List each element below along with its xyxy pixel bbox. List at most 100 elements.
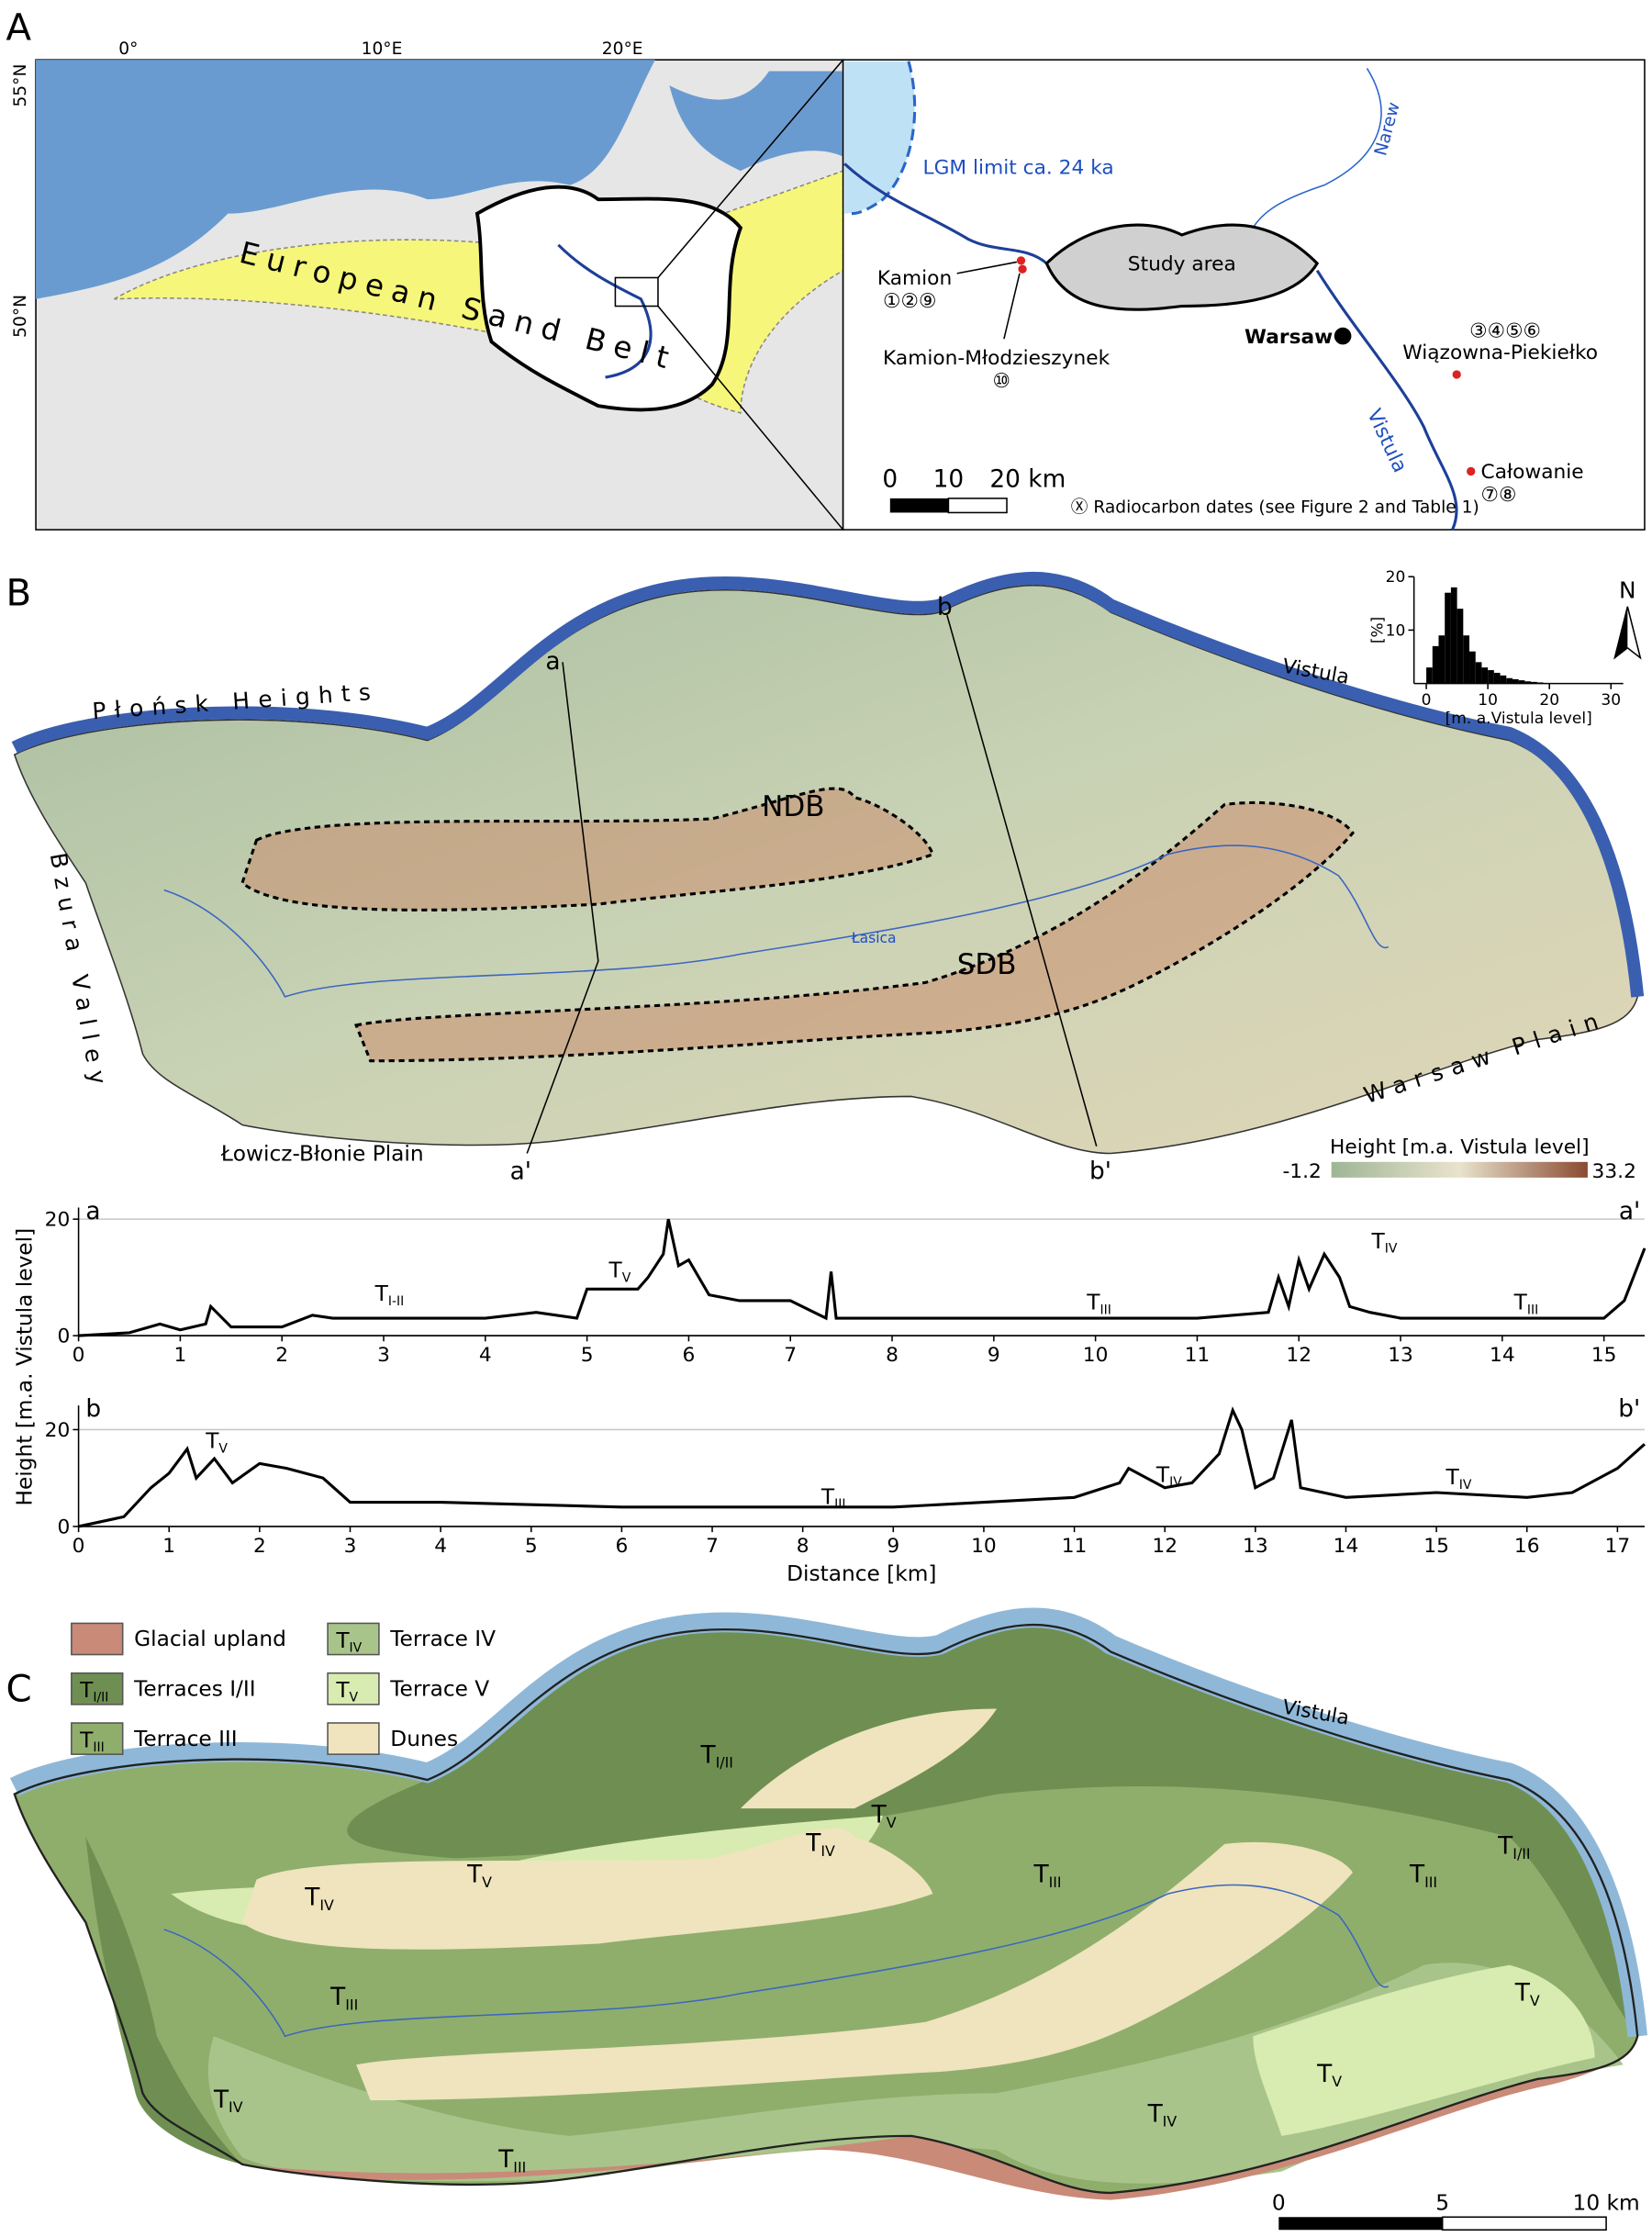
terrace-iv [207,1963,1624,2184]
terrace-v [1253,1964,1595,2136]
scale-label: 0 [882,466,898,494]
y-tick-label: 0 [57,1325,70,1348]
scale-label: 20 km [989,466,1066,494]
north-label: N [1619,577,1636,604]
label-sub: IV [1169,1475,1182,1490]
region-label: Łowicz-Błonie Plain [220,1141,424,1166]
legend-label: Terrace V [389,1677,489,1702]
label-sub: IV [319,1896,334,1914]
note: Ⓧ Radiocarbon dates (see Figure 2 and Ta… [1071,498,1479,517]
connector [657,306,844,531]
terrace-label: TV [608,1258,631,1286]
x-tick-label: 9 [988,1344,1000,1367]
section-label: b' [1089,1158,1111,1185]
lat-label: 55°N [11,64,30,107]
label-base: T [213,2086,229,2114]
x-tick-label: 11 [1185,1344,1211,1367]
vistula [557,243,653,379]
label-sub: IV [350,1640,363,1655]
site-label: Kamion-Młodzieszynek [883,347,1111,370]
bar [1493,672,1501,684]
label-sub: IV [820,1842,835,1860]
label-base: T [1032,1862,1049,1889]
x-tick-label: 0 [73,1535,85,1558]
bar [1475,662,1482,684]
legend-title: Height [m.a. Vistula level] [1330,1136,1590,1159]
study-area [1044,223,1320,311]
legend-swatch [71,1722,124,1755]
leader [956,261,1018,274]
terraces-i-ii [85,1837,242,2164]
x-tick-label: 10 [1083,1344,1109,1367]
scale-label: 0 [1272,2191,1286,2216]
site [1018,264,1027,274]
connector [657,59,844,278]
bar [1450,587,1457,684]
warsaw-dot [1334,327,1352,345]
dunes [740,1708,998,1809]
leader [1003,273,1021,340]
label-sub: I/II [716,1754,733,1772]
terrace-label: TIV [213,2086,243,2116]
label-sub: III [834,1497,845,1512]
label-base: T [608,1258,623,1283]
legend-label: Terrace III [133,1727,238,1751]
panel-label: B [6,571,31,614]
label-base: T [335,1678,350,1703]
bar [1536,682,1544,684]
river-label: Łasica [851,930,897,946]
north-arrow [1614,606,1628,658]
panel-label: A [6,6,31,49]
label-sub: V [622,1270,631,1285]
terrace-label: TIII [79,1728,105,1755]
label-base: T [699,1741,716,1769]
x-tick-label: 8 [886,1344,899,1367]
terrace-label: TIV [805,1830,835,1860]
profile-end: a' [1619,1198,1640,1225]
section-a [526,662,599,1154]
x-tick-label: 0 [73,1344,85,1367]
site [1016,256,1026,265]
label-sub: IV [229,2098,243,2116]
x-label: [m. a.Vistula level] [1446,710,1592,728]
terrace-label: TI/II [699,1741,732,1771]
site-dates: ③④⑤⑥ [1469,320,1541,343]
label-base: T [871,1802,887,1829]
label-sub: IV [1459,1478,1472,1493]
label-sub: III [1424,1873,1437,1891]
bar [1543,683,1550,684]
bar [1426,667,1433,684]
terrace-label: TI/II [79,1678,108,1706]
x-tick-label: 6 [683,1344,696,1367]
site-dates: ①②⑨ [883,290,936,313]
area-label: NDB [762,790,824,823]
bar [1506,677,1512,684]
terrace-label: TIII [1513,1291,1539,1318]
label-base: T [1409,1862,1425,1889]
x-tick-label: 4 [479,1344,492,1367]
x-tick-label: 3 [344,1535,357,1558]
x-tick-label: 8 [797,1535,809,1558]
y-tick-label: 20 [1386,568,1406,587]
y-label: [%] [1369,617,1388,644]
scale-label: 10 km [1573,2191,1640,2216]
x-tick-label: 2 [253,1535,266,1558]
label-base: T [335,1628,350,1653]
x-tick-label: 1 [173,1344,186,1367]
x-tick-label: 12 [1152,1535,1178,1558]
label-sub: V [482,1873,492,1891]
legend-swatch [71,1622,124,1656]
label-base: T [466,1862,483,1889]
label-base: T [1446,1465,1460,1490]
y-tick-label: 20 [45,1419,71,1442]
y-tick-label: 10 [1386,621,1406,640]
color-ramp [1331,1161,1588,1178]
bar [1469,651,1476,684]
legend-swatch [327,1722,380,1755]
x-tick-label: 14 [1334,1535,1359,1558]
legend-swatch [327,1672,380,1706]
label-sub: V [350,1691,359,1706]
